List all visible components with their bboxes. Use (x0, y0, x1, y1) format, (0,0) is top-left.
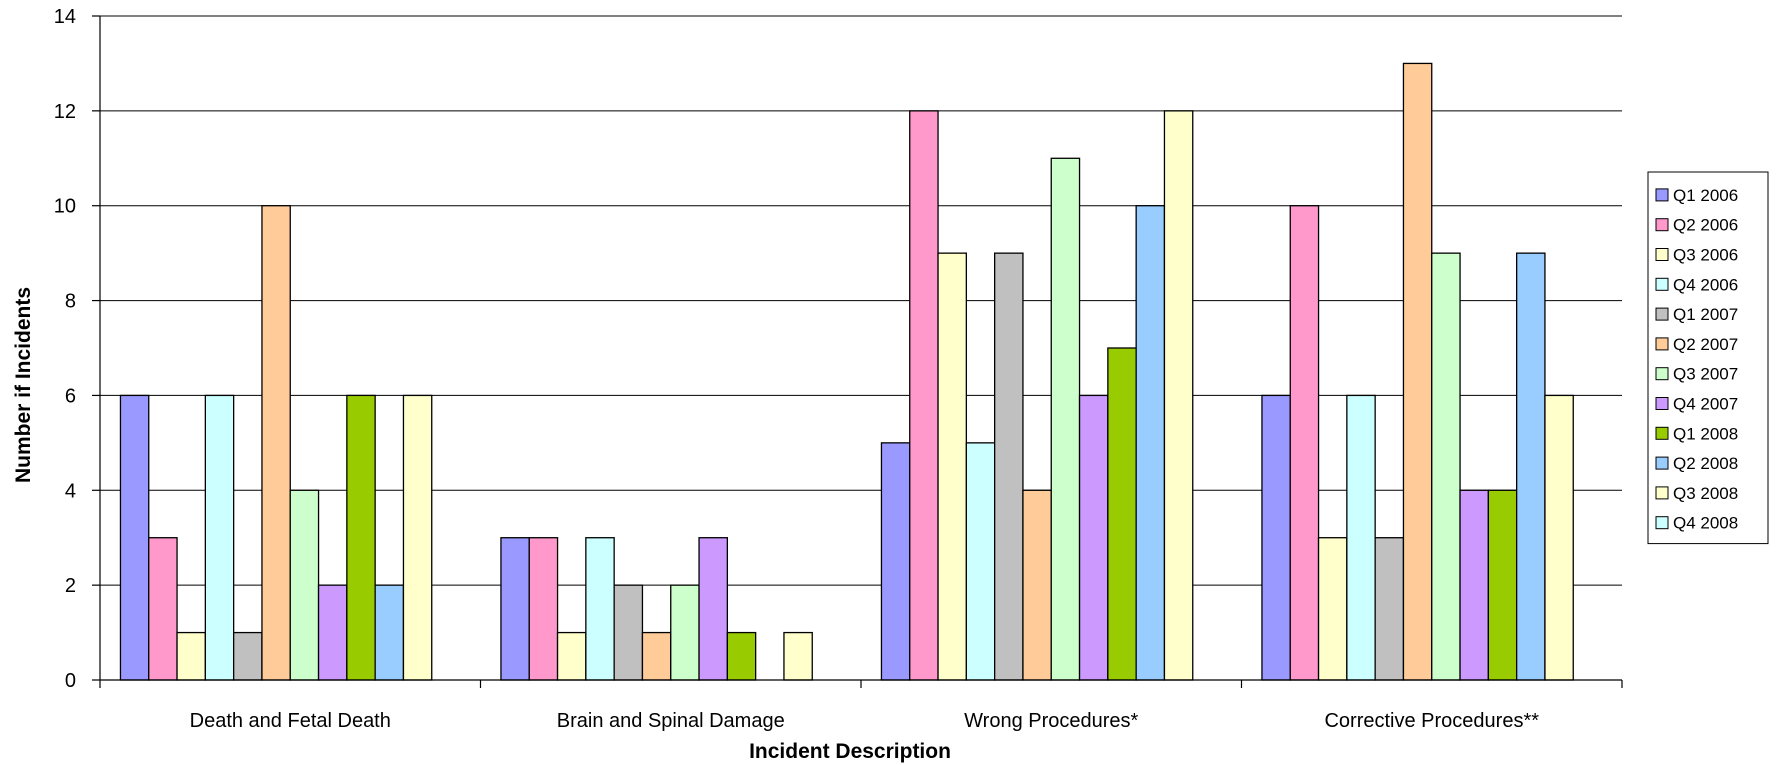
y-axis-title: Number if Incidents (12, 287, 35, 483)
bar-1-6 (670, 584, 700, 681)
bar-1-7 (698, 537, 728, 681)
bar-3-0 (1261, 394, 1291, 681)
category-label-1: Brain and Spinal Damage (557, 710, 785, 732)
bar-0-8 (346, 394, 376, 681)
bar-0-9 (374, 584, 405, 681)
x-axis-title: Incident Description (749, 740, 951, 763)
category-label-3: Corrective Procedures** (1324, 710, 1539, 732)
bar-3-3 (1346, 394, 1376, 681)
legend-swatch-7 (1655, 397, 1669, 410)
bar-0-10 (402, 394, 433, 681)
legend-swatch-3 (1655, 277, 1669, 291)
bar-2-3 (965, 442, 996, 681)
bar-1-2 (556, 631, 587, 681)
y-tick-label-6: 12 (54, 101, 76, 123)
y-tick-label-1: 2 (65, 575, 76, 597)
bar-3-7 (1459, 489, 1490, 681)
legend-label-4: Q1 2007 (1673, 305, 1738, 324)
bar-2-9 (1135, 205, 1166, 681)
bar-1-3 (585, 537, 615, 681)
legend-swatch-6 (1655, 367, 1669, 381)
legend-label-3: Q4 2006 (1673, 275, 1738, 294)
legend-label-9: Q2 2008 (1673, 454, 1738, 473)
legend-swatch-11 (1655, 516, 1669, 530)
legend-swatch-2 (1655, 248, 1669, 261)
legend-swatch-0 (1655, 188, 1669, 202)
bar-3-1 (1289, 205, 1320, 681)
bar-0-5 (261, 205, 291, 681)
legend-label-11: Q4 2008 (1673, 514, 1738, 533)
bar-0-0 (119, 394, 150, 681)
legend-swatch-8 (1655, 426, 1669, 440)
bar-3-6 (1431, 252, 1461, 681)
bar-3-5 (1402, 62, 1433, 681)
legend-swatch-9 (1655, 456, 1669, 470)
bar-3-8 (1487, 489, 1518, 681)
bar-3-9 (1516, 252, 1546, 681)
bar-1-10 (783, 631, 813, 681)
legend-swatch-10 (1655, 486, 1669, 500)
bar-3-4 (1374, 537, 1405, 681)
bar-2-6 (1050, 157, 1081, 681)
y-tick-label-0: 0 (65, 670, 76, 692)
bar-2-4 (994, 252, 1024, 681)
legend-label-0: Q1 2006 (1673, 186, 1738, 205)
bar-1-5 (641, 631, 672, 681)
gridlines (100, 15, 1622, 586)
bar-0-6 (289, 489, 320, 681)
bar-1-4 (613, 584, 644, 681)
bar-1-8 (726, 631, 757, 681)
legend-label-7: Q4 2007 (1673, 395, 1738, 414)
bar-2-1 (909, 110, 939, 681)
bar-1-1 (528, 537, 559, 681)
category-labels: Death and Fetal Death Brain and Spinal Da… (190, 710, 1540, 732)
axes (92, 15, 1623, 688)
bar-2-0 (880, 442, 911, 681)
category-label-0: Death and Fetal Death (190, 710, 391, 732)
legend-swatch-1 (1655, 218, 1669, 232)
y-tick-label-3: 6 (65, 385, 76, 407)
legend-box (1647, 171, 1769, 545)
y-tick-label-5: 10 (54, 196, 76, 218)
bar-0-7 (317, 584, 348, 681)
legend-label-5: Q2 2007 (1673, 335, 1738, 354)
legend-label-10: Q3 2008 (1673, 484, 1738, 503)
bar-2-2 (937, 252, 967, 681)
legend-label-6: Q3 2007 (1673, 365, 1738, 384)
bar-0-2 (176, 631, 207, 681)
y-tick-label-7: 14 (54, 6, 76, 28)
legend: Q1 2006 Q2 2006 Q3 2006 Q4 2006 Q1 2007 Q2 20… (1647, 171, 1769, 545)
legend-swatch-4 (1655, 307, 1669, 321)
category-label-2: Wrong Procedures* (964, 710, 1138, 732)
bar-1-0 (500, 537, 530, 681)
bars (119, 62, 1574, 681)
legend-label-2: Q3 2006 (1673, 246, 1738, 265)
bar-3-10 (1544, 394, 1574, 681)
bar-0-1 (148, 537, 178, 681)
bar-2-5 (1022, 489, 1052, 681)
legend-swatch-5 (1655, 337, 1669, 351)
legend-label-1: Q2 2006 (1673, 216, 1738, 235)
legend-label-8: Q1 2008 (1673, 424, 1738, 443)
bar-2-10 (1163, 110, 1194, 681)
y-tick-label-4: 8 (65, 291, 76, 313)
y-tick-label-2: 4 (65, 480, 76, 502)
bar-2-7 (1078, 394, 1109, 681)
y-tick-labels: 0 2 4 6 8 10 12 14 (54, 6, 76, 692)
bar-0-3 (204, 394, 235, 681)
bar-2-8 (1107, 347, 1137, 681)
bar-3-2 (1317, 537, 1348, 681)
bar-0-4 (232, 631, 263, 681)
